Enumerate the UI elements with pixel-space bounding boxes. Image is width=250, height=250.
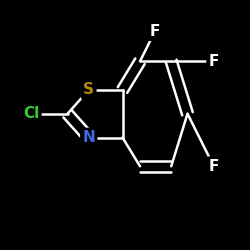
- Text: F: F: [208, 54, 219, 69]
- Text: S: S: [83, 82, 94, 98]
- Text: N: N: [82, 130, 95, 145]
- Text: F: F: [150, 24, 160, 39]
- Text: F: F: [208, 159, 219, 174]
- Text: Cl: Cl: [23, 106, 40, 121]
